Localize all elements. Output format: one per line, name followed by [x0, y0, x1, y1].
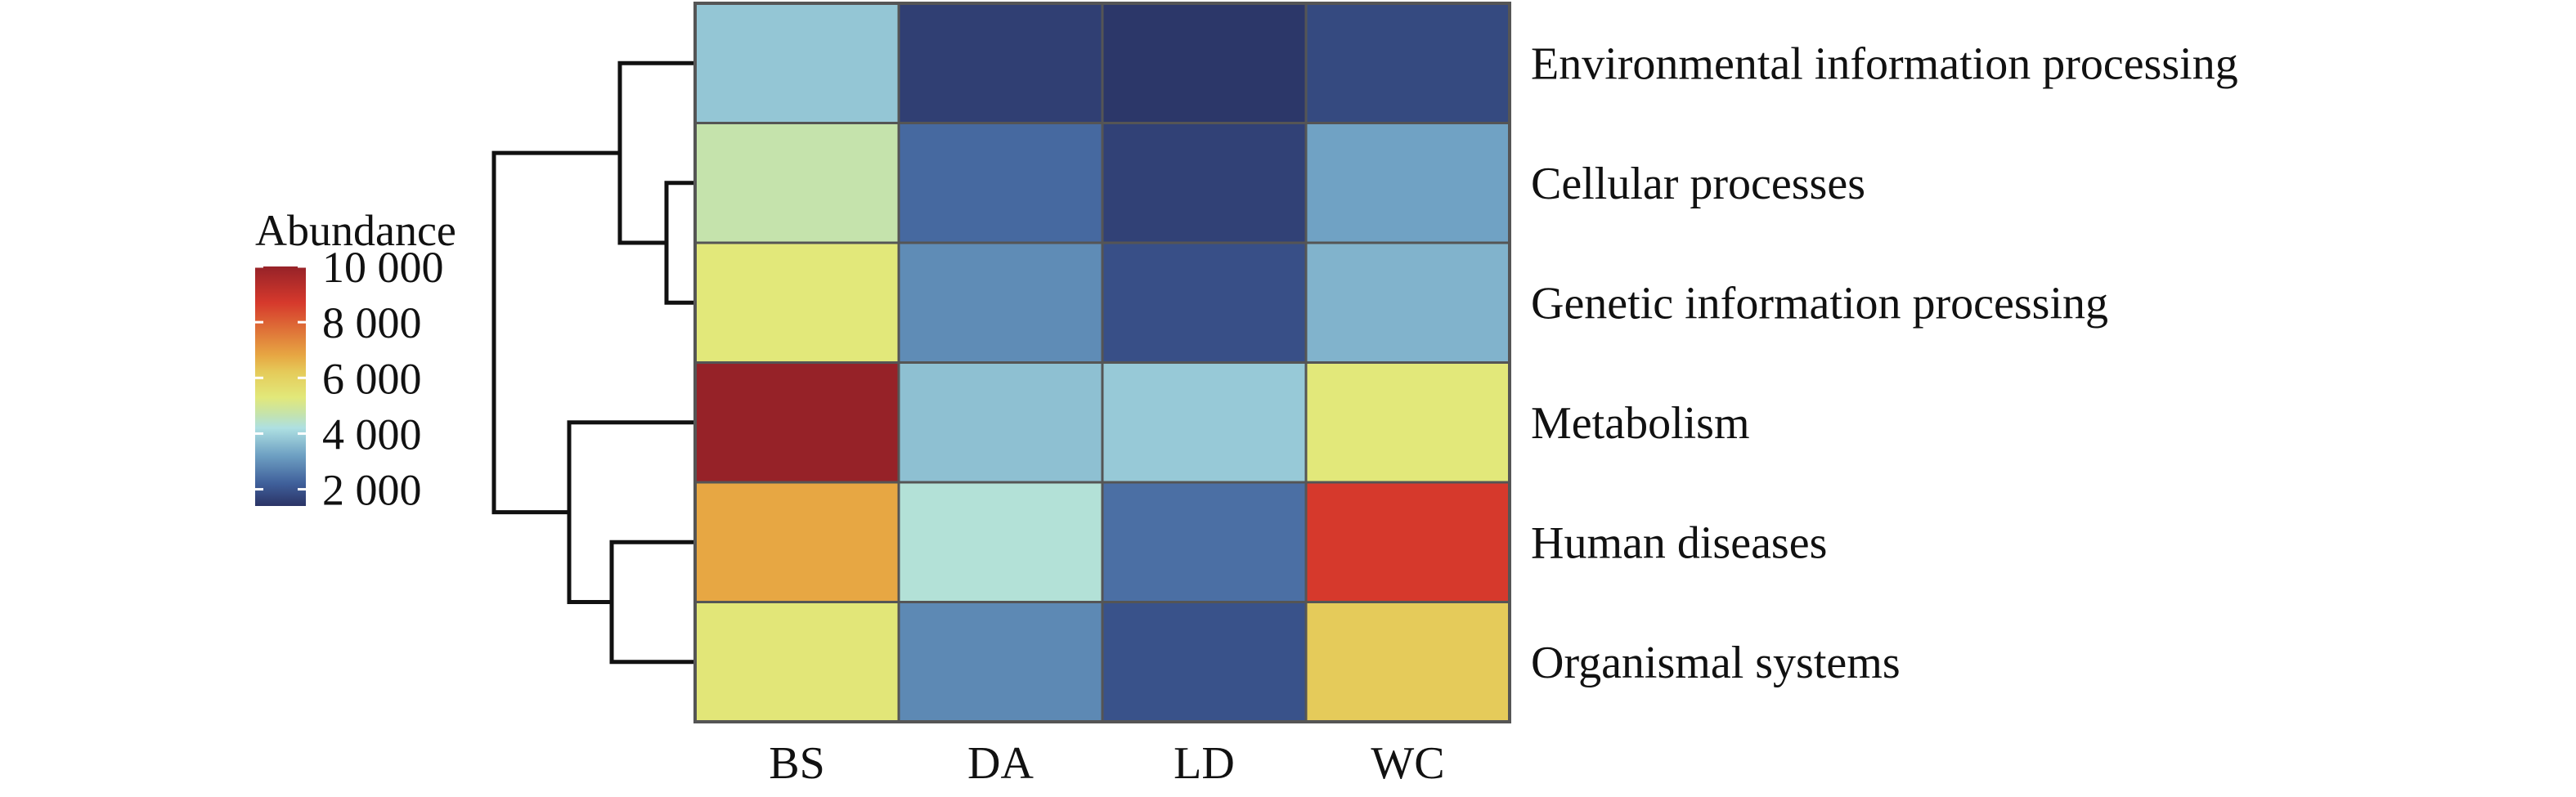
heatmap-cell	[897, 481, 1104, 603]
column-label: DA	[967, 738, 1034, 789]
dendrogram-branch	[567, 420, 695, 604]
legend-color-bar	[255, 266, 306, 506]
row-label: Cellular processes	[1531, 159, 1865, 209]
column-label: WC	[1371, 738, 1444, 789]
row-label: Environmental information processing	[1531, 38, 2238, 89]
heatmap-cell	[1304, 481, 1511, 603]
heatmap-cell	[693, 601, 900, 723]
dendrogram-branch	[609, 540, 695, 665]
row-labels: Environmental information processing Cell…	[1531, 38, 2238, 688]
column-label: BS	[769, 738, 825, 789]
heatmap-cell	[693, 2, 900, 124]
heatmap-cell	[693, 241, 900, 364]
color-legend: Abundance 10 000 8 000 6 000 4 000 2 000	[255, 206, 456, 515]
row-label: Organismal systems	[1531, 638, 1901, 688]
heatmap-cell	[693, 122, 900, 244]
dendrogram-branch	[664, 181, 695, 305]
column-labels: BS DA LD WC	[769, 738, 1444, 789]
heatmap-cell	[1101, 601, 1308, 723]
heatmap-cell	[693, 481, 900, 603]
row-label: Metabolism	[1531, 398, 1750, 449]
row-label: Genetic information processing	[1531, 278, 2108, 329]
row-label: Human diseases	[1531, 517, 1827, 568]
heatmap-cell	[1304, 601, 1511, 723]
heatmap-cell	[1101, 241, 1308, 364]
legend-tick-label: 6 000	[322, 354, 422, 403]
heatmap-cell	[1101, 481, 1308, 603]
heatmap-cell	[897, 601, 1104, 723]
heatmap-cell	[1304, 122, 1511, 244]
dendrogram-branch	[617, 60, 695, 245]
heatmap-cell	[897, 122, 1104, 244]
heatmap-cells	[693, 2, 1511, 723]
heatmap-cell	[897, 2, 1104, 124]
heatmap-cell	[1101, 361, 1308, 484]
legend-tick-label: 2 000	[322, 466, 422, 515]
heatmap-cell	[693, 361, 900, 484]
legend-title: Abundance	[255, 206, 456, 255]
heatmap-cell	[1304, 241, 1511, 364]
heatmap-cell	[897, 361, 1104, 484]
legend-tick-label: 10 000	[322, 243, 444, 292]
heatmap-border	[693, 2, 1511, 723]
column-label: LD	[1174, 738, 1235, 789]
legend-tick-label: 4 000	[322, 410, 422, 459]
legend-ticks: 10 000 8 000 6 000 4 000 2 000	[255, 243, 444, 515]
heatmap-cell	[1304, 2, 1511, 124]
legend-tick-label: 8 000	[322, 298, 422, 347]
dendrogram-branch	[491, 150, 620, 515]
heatmap-cell	[1101, 122, 1308, 244]
heatmap-cell	[1101, 2, 1308, 124]
heatmap-cell	[1304, 361, 1511, 484]
row-dendrogram	[491, 60, 695, 665]
heatmap-cell	[897, 241, 1104, 364]
